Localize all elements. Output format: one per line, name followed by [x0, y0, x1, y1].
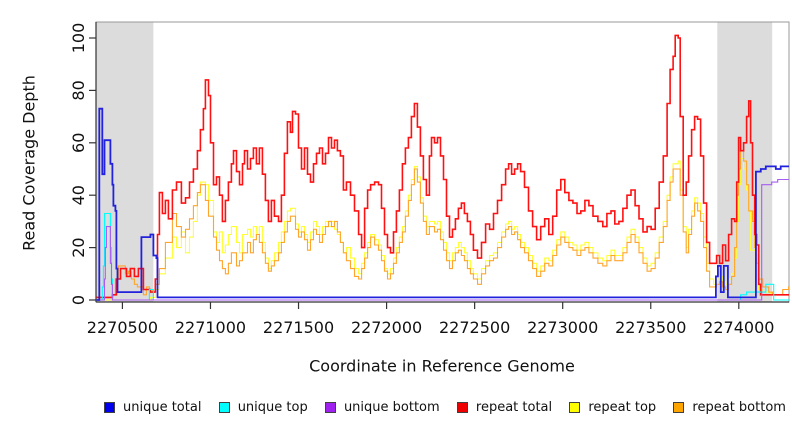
legend-swatch-unique-total [104, 401, 115, 413]
legend-swatch-repeat-total [456, 401, 468, 413]
legend-item-repeat-bottom: repeat bottom [673, 400, 786, 415]
plot-box [95, 21, 790, 303]
x-tick-label: 2270500 [87, 318, 158, 337]
legend-label-repeat-top: repeat top [588, 399, 657, 415]
y-tick-label: 0 [69, 295, 88, 305]
x-tick-label: 2271000 [175, 318, 246, 337]
shaded-region [717, 22, 773, 302]
y-tick-label: 20 [69, 237, 88, 257]
x-axis-title: Coordinate in Reference Genome [309, 356, 575, 376]
legend-item-repeat-total: repeat total [456, 399, 553, 415]
y-axis-title: Read Coverage Depth [19, 75, 39, 251]
series-unique-bottom [96, 178, 789, 301]
series-unique-top [96, 212, 789, 301]
legend-label-unique-total: unique total [123, 399, 202, 415]
x-tick-label: 2273500 [615, 318, 686, 337]
x-tick-label: 2272000 [351, 318, 422, 337]
legend-label-repeat-total: repeat total [475, 399, 553, 415]
y-tick-label: 60 [69, 133, 88, 153]
series-unique-total [96, 107, 789, 301]
x-tick-label: 2272500 [439, 318, 510, 337]
y-tick-label: 80 [69, 80, 88, 100]
legend-item-unique-top: unique top [218, 399, 308, 415]
legend-label-repeat-bottom: repeat bottom [692, 399, 786, 415]
legend-swatch-repeat-top [569, 401, 581, 413]
legend-item-unique-bottom: unique bottom [324, 399, 440, 415]
legend: unique total unique top unique bottom repea… [104, 398, 786, 416]
legend-swatch-repeat-bottom [673, 401, 685, 413]
legend-swatch-unique-top [218, 401, 230, 413]
x-tick-label: 2271500 [263, 318, 334, 337]
y-tick-label: 100 [69, 23, 88, 54]
x-tick-label: 2274000 [703, 318, 774, 337]
legend-swatch-unique-bottom [324, 401, 336, 413]
x-tick-label: 2273000 [527, 318, 598, 337]
legend-label-unique-bottom: unique bottom [343, 399, 440, 415]
legend-item-repeat-top: repeat top [569, 400, 656, 415]
y-tick-label: 40 [69, 185, 88, 205]
series-repeat-top [96, 157, 789, 301]
series-repeat-total [96, 34, 789, 299]
series-repeat-bottom [96, 150, 790, 298]
legend-label-unique-top: unique top [237, 399, 308, 415]
legend-item-unique-total: unique total [104, 400, 201, 415]
